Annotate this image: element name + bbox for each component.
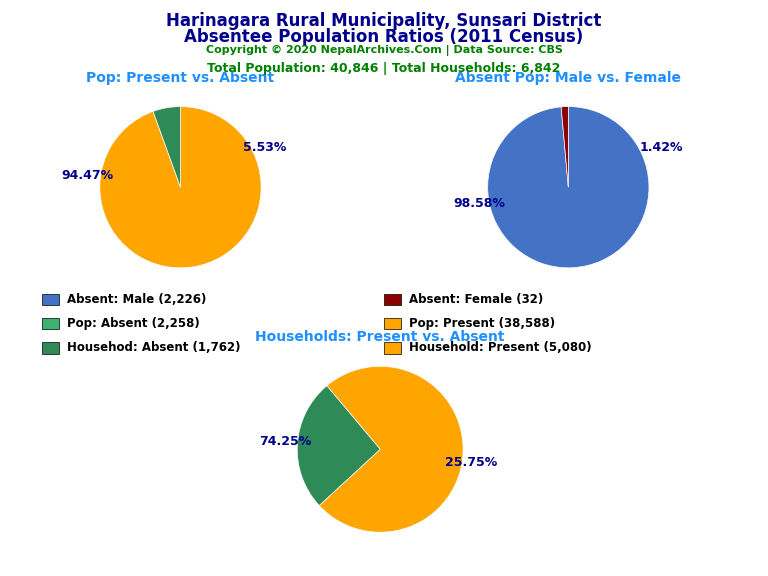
Title: Absent Pop: Male vs. Female: Absent Pop: Male vs. Female <box>455 71 681 85</box>
Text: 74.25%: 74.25% <box>259 435 311 448</box>
Wedge shape <box>488 107 649 268</box>
Wedge shape <box>297 386 380 506</box>
Text: Household: Present (5,080): Household: Present (5,080) <box>409 342 591 354</box>
Text: Absent: Female (32): Absent: Female (32) <box>409 293 543 306</box>
Text: Absentee Population Ratios (2011 Census): Absentee Population Ratios (2011 Census) <box>184 28 584 46</box>
Text: 5.53%: 5.53% <box>243 141 286 154</box>
Wedge shape <box>153 107 180 187</box>
Text: Harinagara Rural Municipality, Sunsari District: Harinagara Rural Municipality, Sunsari D… <box>167 12 601 29</box>
Wedge shape <box>561 107 568 187</box>
Title: Households: Present vs. Absent: Households: Present vs. Absent <box>256 331 505 344</box>
Text: Total Population: 40,846 | Total Households: 6,842: Total Population: 40,846 | Total Househo… <box>207 62 561 75</box>
Text: 98.58%: 98.58% <box>454 198 505 210</box>
Text: Copyright © 2020 NepalArchives.Com | Data Source: CBS: Copyright © 2020 NepalArchives.Com | Dat… <box>206 45 562 56</box>
Text: 94.47%: 94.47% <box>61 169 114 182</box>
Ellipse shape <box>100 181 261 202</box>
Ellipse shape <box>488 181 649 202</box>
Wedge shape <box>319 366 463 532</box>
Text: Absent: Male (2,226): Absent: Male (2,226) <box>67 293 206 306</box>
Text: Pop: Absent (2,258): Pop: Absent (2,258) <box>67 317 200 330</box>
Wedge shape <box>100 107 261 268</box>
Text: 1.42%: 1.42% <box>639 141 683 154</box>
Text: 25.75%: 25.75% <box>445 456 498 469</box>
Ellipse shape <box>297 443 463 464</box>
Text: Pop: Present (38,588): Pop: Present (38,588) <box>409 317 554 330</box>
Title: Pop: Present vs. Absent: Pop: Present vs. Absent <box>87 71 274 85</box>
Text: Househod: Absent (1,762): Househod: Absent (1,762) <box>67 342 240 354</box>
